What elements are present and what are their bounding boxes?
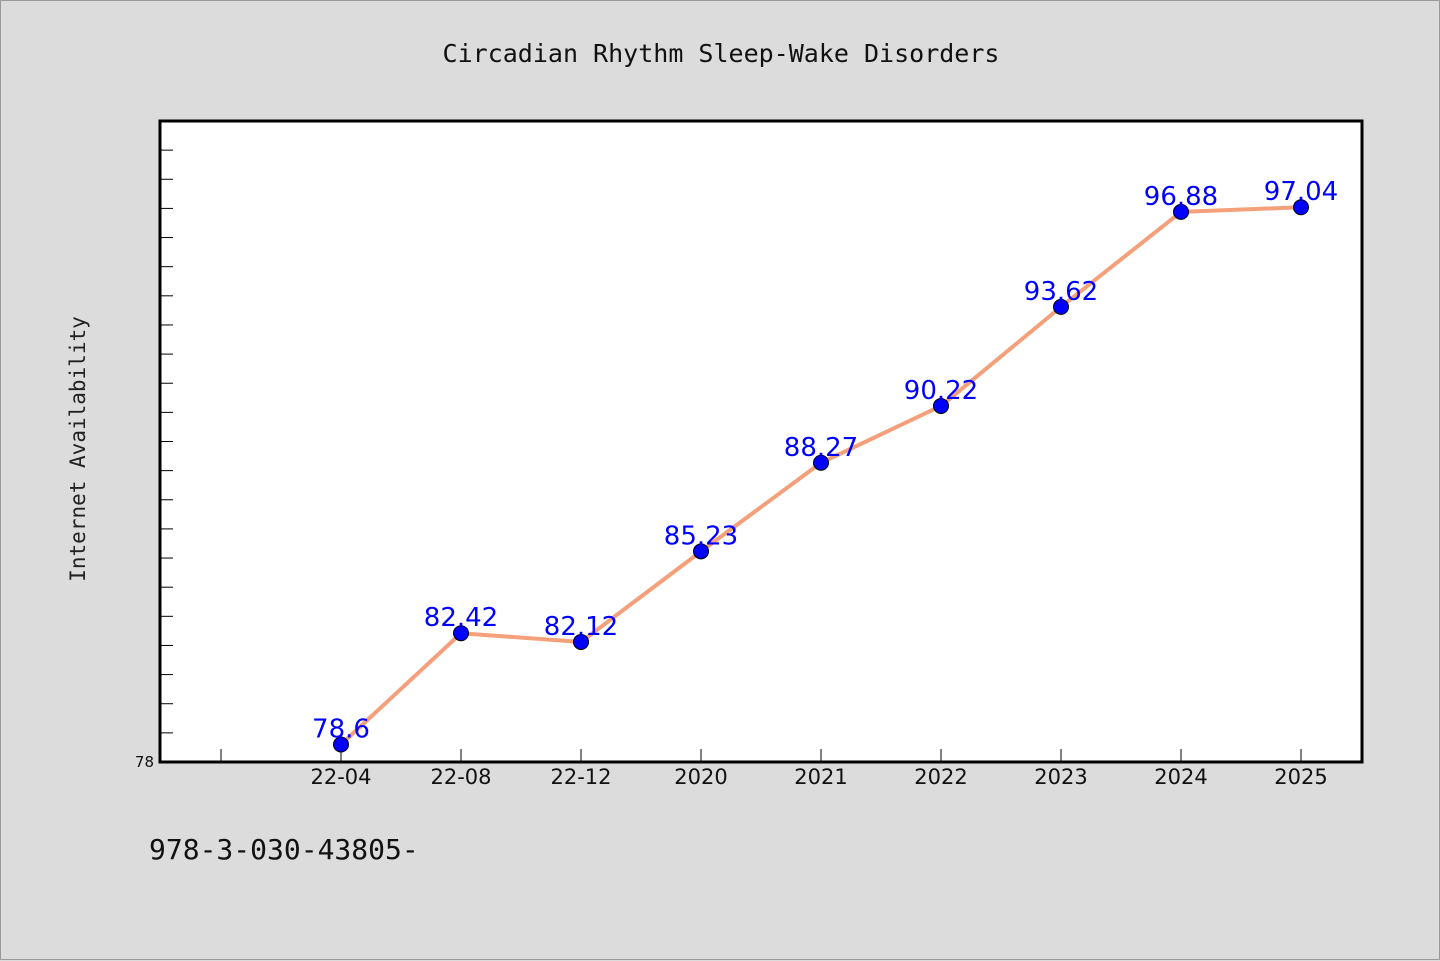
data-label: 82.42: [424, 603, 498, 633]
data-label: 78.6: [312, 715, 370, 745]
data-point: [453, 625, 469, 642]
data-label: 96.88: [1144, 182, 1218, 212]
data-point: [813, 454, 829, 471]
data-label: 88.27: [784, 433, 858, 463]
x-tick-label: 22-12: [550, 765, 611, 789]
x-tick-label: 2020: [674, 765, 727, 789]
data-point: [573, 633, 589, 650]
plot-frame: [158, 119, 1364, 764]
data-label: 90.22: [904, 376, 978, 406]
data-label: 85.23: [664, 521, 738, 551]
x-tick-label: 2022: [914, 765, 967, 789]
y-axis-label: Internet Availability: [66, 316, 90, 582]
y-axis-ticks: 78: [135, 149, 173, 771]
data-point: [1053, 298, 1069, 315]
data-point: [1293, 199, 1309, 216]
data-label: 93.62: [1024, 277, 1098, 307]
x-tick-label: 2021: [794, 765, 847, 789]
data-labels: 78.6 82.42 82.12 85.23 88.27 90.22 93.62 96.88 9…: [312, 177, 1338, 744]
data-label: 97.04: [1264, 177, 1338, 207]
data-point: [693, 543, 709, 560]
data-point: [333, 736, 349, 753]
x-tick-label: 22-08: [430, 765, 491, 789]
y-tick-label: 78: [135, 753, 154, 771]
x-tick-label: 2023: [1034, 765, 1087, 789]
chart-title: Circadian Rhythm Sleep-Wake Disorders: [443, 39, 1000, 68]
x-tick-label: 2024: [1154, 765, 1207, 789]
footer-note: 978-3-030-43805-: [149, 833, 419, 866]
data-point: [1173, 203, 1189, 220]
x-tick-label: 22-04: [310, 765, 371, 789]
x-axis-ticks: 22-04 22-08 22-12 2020 2021 2022 2023 2024 2025: [220, 749, 1328, 789]
data-label: 82.12: [544, 612, 618, 642]
data-point: [933, 397, 949, 414]
x-tick-label: 2025: [1274, 765, 1327, 789]
data-markers: [333, 199, 1309, 753]
